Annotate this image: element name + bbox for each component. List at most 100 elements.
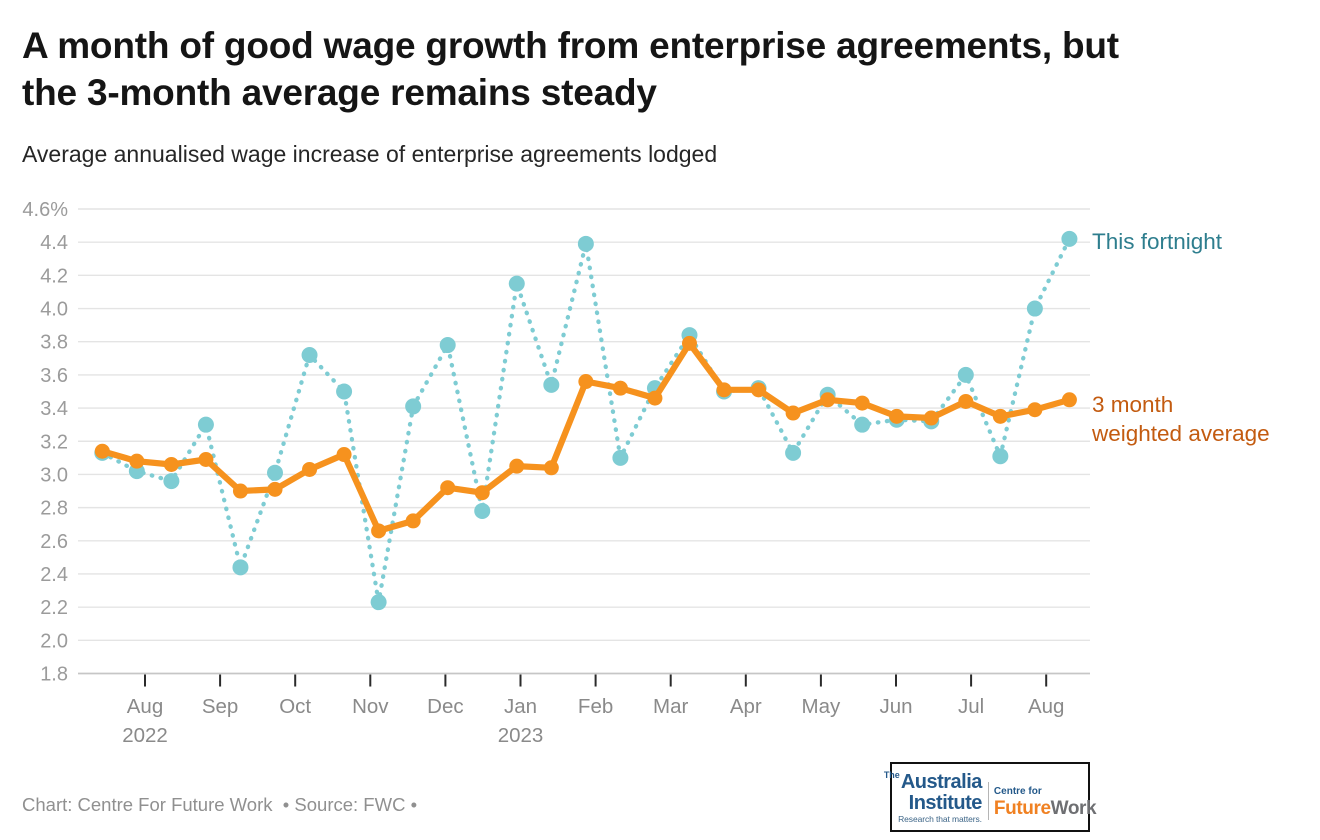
y-tick-label: 4.0 [40, 299, 68, 321]
fortnight-point [370, 594, 387, 611]
fortnight-point [854, 416, 871, 433]
footer-credit: Chart: Centre For Future Work • Source: … [22, 794, 418, 815]
fortnight-point [336, 383, 353, 400]
y-tick-label: 3.4 [40, 398, 68, 420]
month-label: May [802, 695, 841, 718]
weighted-point [612, 380, 628, 396]
logo-australia-institute: TheAustralia Institute Research that mat… [883, 769, 983, 824]
fortnight-point [785, 444, 802, 461]
logo-the: The [883, 769, 900, 780]
y-tick-label: 4.4 [40, 232, 68, 254]
logo-tagline: Research that matters. [898, 813, 982, 824]
logo-future: Future [993, 797, 1051, 819]
fortnight-point [197, 416, 214, 433]
weighted-point [474, 485, 490, 501]
month-label: Aug [127, 695, 163, 718]
fortnight-point [577, 235, 594, 252]
year-label: 2022 [122, 724, 168, 747]
fortnight-point [163, 473, 180, 490]
fortnight-point [301, 346, 318, 363]
weighted-point [129, 453, 145, 469]
fortnight-point [508, 275, 525, 292]
month-label: Sep [202, 695, 238, 718]
weighted-point [681, 335, 697, 351]
month-label: Mar [653, 695, 688, 718]
month-label: Dec [427, 695, 463, 718]
fortnight-point [474, 502, 491, 519]
logo-institute: Institute [908, 791, 983, 814]
weighted-point [578, 374, 594, 390]
weighted-point [992, 408, 1008, 424]
weighted-point [94, 443, 110, 459]
weighted-point [509, 458, 525, 474]
month-label: Apr [730, 695, 762, 718]
fortnight-point [543, 376, 560, 393]
fortnight-point [232, 559, 249, 576]
weighted-point [371, 523, 387, 539]
logo-divider [987, 782, 989, 820]
y-tick-label: 3.8 [40, 332, 68, 354]
fortnight-point [405, 398, 422, 415]
month-label: Jun [879, 695, 912, 718]
legend-this-fortnight: This fortnight [1092, 229, 1223, 254]
y-tick-label: 4.6% [22, 199, 68, 221]
logo-centre-future-work: Centre for FutureWork [993, 777, 1097, 819]
month-label: Oct [279, 695, 311, 718]
y-tick-label: 3.2 [40, 431, 68, 453]
page-title: A month of good wage growth from enterpr… [22, 22, 1292, 116]
fortnight-point [439, 337, 456, 354]
year-label: 2023 [498, 724, 544, 747]
weighted-point [751, 382, 767, 398]
chart-subtitle: Average annualised wage increase of ente… [22, 141, 718, 167]
month-label: Jul [958, 695, 984, 718]
y-tick-label: 2.6 [40, 531, 68, 553]
month-label: Nov [352, 695, 389, 718]
weighted-point [232, 483, 248, 499]
month-label: Jan [504, 695, 537, 718]
page-title-line-2: the 3-month average remains steady [22, 72, 657, 113]
logo-australia: Australia [900, 770, 983, 793]
publisher-logo: TheAustralia Institute Research that mat… [884, 762, 1097, 832]
publisher-logo-inner: TheAustralia Institute Research that mat… [883, 769, 1097, 824]
weighted-point [716, 382, 732, 398]
fortnight-point [957, 366, 974, 383]
y-tick-label: 2.8 [40, 498, 68, 520]
y-tick-label: 3.0 [40, 464, 68, 486]
page-title-line-1: A month of good wage growth from enterpr… [22, 25, 1119, 66]
y-tick-label: 4.2 [40, 265, 68, 287]
y-tick-label: 2.4 [40, 564, 68, 586]
weighted-point [820, 392, 836, 408]
weighted-point [543, 460, 559, 476]
y-tick-label: 3.6 [40, 365, 68, 387]
weighted-point [854, 395, 870, 411]
weighted-line [99, 340, 1073, 534]
weighted-point [923, 410, 939, 426]
weighted-point [163, 456, 179, 472]
weighted-point [405, 513, 421, 529]
fortnight-point [1026, 300, 1043, 317]
y-tick-label: 1.8 [40, 664, 68, 686]
logo-centre-for: Centre for [993, 785, 1042, 797]
weighted-point [889, 408, 905, 424]
fortnight-point [1061, 230, 1078, 247]
weighted-point [336, 447, 352, 463]
weighted-point [198, 452, 214, 468]
legend-weighted-line1: 3 month [1092, 392, 1174, 417]
weighted-point [440, 480, 456, 496]
weighted-point [302, 461, 318, 477]
fortnight-line [100, 236, 1072, 605]
legend-weighted-line2: weighted average [1092, 421, 1270, 446]
weighted-point [958, 393, 974, 409]
month-label: Aug [1028, 695, 1064, 718]
weighted-point [267, 481, 283, 497]
weighted-point [1061, 392, 1077, 408]
y-tick-label: 2.0 [40, 630, 68, 652]
fortnight-point [992, 448, 1009, 465]
fortnight-point [612, 449, 629, 466]
weighted-point [785, 405, 801, 421]
month-label: Feb [578, 695, 613, 718]
fortnight-point [267, 464, 283, 481]
legend-weighted-average: 3 month weighted average [1092, 390, 1292, 448]
y-tick-label: 2.2 [40, 597, 68, 619]
